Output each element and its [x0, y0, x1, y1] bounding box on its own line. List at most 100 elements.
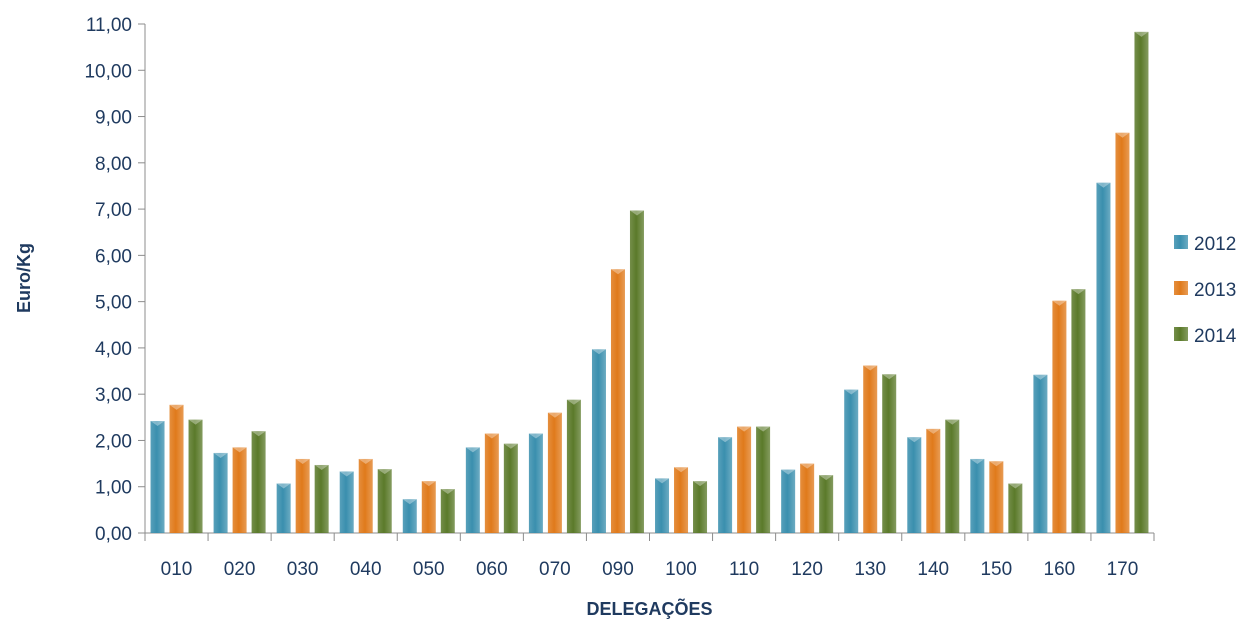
bar-2013-010 [169, 404, 184, 533]
bar-cap [1096, 182, 1111, 188]
y-tick-label: 9,00 [95, 108, 132, 129]
legend-label-2013: 2013 [1194, 280, 1236, 301]
bar-2013-060 [484, 433, 499, 533]
bar-cap [484, 433, 499, 439]
bar-2014-160 [1071, 289, 1086, 533]
bar-cap [907, 437, 922, 443]
x-tick-label: 140 [917, 559, 949, 580]
x-tick-label: 170 [1107, 559, 1139, 580]
bar-2012-130 [844, 389, 859, 533]
bar-cap [591, 349, 606, 355]
x-axis: 010 020 030 040 050 060 070 090 100 110 120 130 140 1… [144, 532, 1155, 580]
bar-cap [377, 469, 392, 475]
x-tick-label: 100 [665, 559, 697, 580]
bar-cap [421, 481, 436, 487]
bar-2013-140 [926, 428, 941, 533]
x-tick-label: 060 [476, 559, 508, 580]
bar-2014-040 [377, 469, 392, 533]
y-tick-label: 5,00 [95, 293, 132, 314]
bar-2012-170 [1096, 182, 1111, 533]
bar-cap [1115, 132, 1130, 138]
y-tick-label: 7,00 [95, 200, 132, 221]
bar-2012-030 [276, 483, 291, 533]
bar-2014-130 [882, 374, 897, 533]
bar-2013-020 [232, 447, 247, 533]
bar-cap [970, 458, 985, 464]
bar-2014-090 [629, 210, 644, 533]
x-tick-label: 040 [350, 559, 382, 580]
bar-2013-150 [989, 461, 1004, 533]
x-tick-label: 110 [729, 559, 759, 580]
bar-cap [989, 461, 1004, 467]
bar-2012-100 [655, 478, 670, 533]
bar-cap [756, 426, 771, 432]
bar-2012-160 [1033, 374, 1048, 533]
bar-cap [169, 404, 184, 410]
bar-2012-090 [591, 349, 606, 533]
bar-cap [503, 443, 518, 449]
bar-2014-070 [566, 399, 581, 533]
bar-cap [465, 447, 480, 453]
bar-cap [213, 452, 228, 458]
bar-cap [295, 458, 310, 464]
bar-cap [844, 389, 859, 395]
x-tick-label: 160 [1044, 559, 1076, 580]
y-tick-label: 3,00 [95, 385, 132, 406]
bar-cap [1008, 483, 1023, 489]
bar-2013-160 [1052, 300, 1067, 533]
bar-2013-070 [547, 412, 562, 533]
bar-cap [1033, 374, 1048, 380]
bar-2012-120 [781, 469, 796, 533]
bar-2012-010 [150, 421, 165, 533]
y-tick-label: 8,00 [95, 154, 132, 175]
bar-2013-170 [1115, 132, 1130, 533]
x-tick-label: 050 [413, 559, 445, 580]
bar-2014-100 [693, 481, 708, 533]
bar-cap [528, 433, 543, 439]
y-axis: 0,00 1,00 2,00 3,00 4,00 5,00 6,00 7,00 8,00 9,00… [84, 15, 146, 545]
bar-2012-060 [465, 447, 480, 533]
x-tick-label: 120 [791, 559, 823, 580]
y-tick-label: 6,00 [95, 246, 132, 267]
bar-2014-120 [819, 475, 834, 533]
bar-2014-170 [1134, 31, 1149, 533]
bar-2013-030 [295, 458, 310, 533]
y-tick-label: 10,00 [84, 61, 132, 82]
x-axis-title: DELEGAÇÕES [586, 598, 712, 619]
bar-cap [232, 447, 247, 453]
bar-cap [781, 469, 796, 475]
bar-cap [1134, 31, 1149, 37]
bar-2014-110 [756, 426, 771, 533]
bar-2014-050 [440, 489, 455, 533]
bar-cap [610, 269, 625, 275]
bar-2012-070 [528, 433, 543, 533]
bar-2012-140 [907, 437, 922, 533]
bar-2014-010 [188, 419, 203, 533]
y-tick-label: 0,00 [95, 524, 132, 545]
bar-2014-060 [503, 443, 518, 533]
bar-2014-150 [1008, 483, 1023, 533]
bar-cap [882, 374, 897, 380]
x-tick-label: 010 [161, 559, 193, 580]
legend-swatch-2012 [1174, 235, 1188, 249]
legend: 2012 2013 2014 [1174, 234, 1237, 347]
bar-cap [737, 426, 752, 432]
x-tick-label: 150 [980, 559, 1012, 580]
bar-2013-050 [421, 481, 436, 533]
bar-cap [629, 210, 644, 216]
bar-cap [314, 464, 329, 470]
x-tick-label: 030 [287, 559, 319, 580]
bar-cap [800, 463, 815, 469]
bars [150, 31, 1149, 533]
bar-cap [547, 412, 562, 418]
bar-cap [276, 483, 291, 489]
y-tick-label: 11,00 [86, 15, 132, 36]
x-tick-label: 020 [224, 559, 256, 580]
bar-cap [150, 421, 165, 427]
legend-label-2014: 2014 [1194, 326, 1237, 347]
bar-cap [188, 419, 203, 425]
bar-cap [718, 437, 733, 443]
bar-cap [566, 399, 581, 405]
bar-cap [402, 499, 417, 505]
